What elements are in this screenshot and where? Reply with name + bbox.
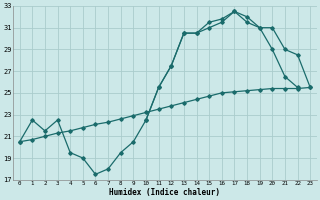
- X-axis label: Humidex (Indice chaleur): Humidex (Indice chaleur): [109, 188, 220, 197]
